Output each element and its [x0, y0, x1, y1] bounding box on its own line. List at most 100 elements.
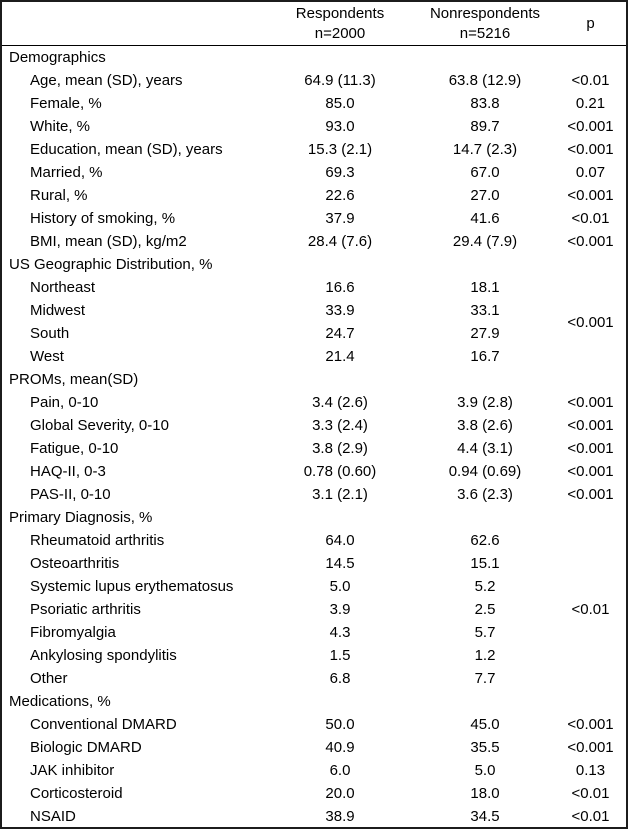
- table-row: Fibromyalgia 4.3 5.7: [2, 621, 626, 644]
- table-row: Northeast 16.6 18.1 <0.001: [2, 276, 626, 331]
- respondents-value: 38.9: [325, 808, 355, 825]
- header-nonrespondents: Nonrespondents n=5216: [415, 2, 555, 46]
- respondents-value: 3.4 (2.6): [312, 394, 368, 411]
- p-value-merged: <0.01: [571, 601, 610, 618]
- p-value: <0.01: [571, 808, 610, 825]
- section-header-row: Primary Diagnosis, %: [2, 506, 626, 529]
- row-label: Pain, 0-10: [30, 394, 99, 411]
- respondents-value: 24.7: [325, 325, 355, 342]
- nonrespondents-value: 83.8: [470, 95, 500, 112]
- table-row: West 21.4 16.7: [2, 345, 626, 368]
- section-header-medications: Medications, %: [9, 693, 111, 710]
- nonrespondents-value: 41.6: [470, 210, 500, 227]
- nonrespondents-value: 35.5: [470, 739, 500, 756]
- respondents-value: 6.8: [329, 670, 351, 687]
- respondents-value: 1.5: [329, 647, 351, 664]
- table-row: NSAID 38.9 34.5 <0.01: [2, 805, 626, 827]
- row-label: NSAID: [30, 808, 76, 825]
- table-row: Rheumatoid arthritis 64.0 62.6 <0.01: [2, 529, 626, 618]
- respondents-value: 4.3: [329, 624, 351, 641]
- p-value: <0.001: [567, 118, 614, 135]
- table-row: Female, % 85.0 83.8 0.21: [2, 92, 626, 115]
- section-header-demographics: Demographics: [9, 49, 106, 66]
- table-row: Pain, 0-10 3.4 (2.6) 3.9 (2.8) <0.001: [2, 391, 626, 414]
- p-value: <0.001: [567, 233, 614, 250]
- nonrespondents-value: 34.5: [470, 808, 500, 825]
- row-label: Fatigue, 0-10: [30, 440, 119, 457]
- respondents-value: 22.6: [325, 187, 355, 204]
- row-label: Rural, %: [30, 187, 88, 204]
- section-header-diagnosis: Primary Diagnosis, %: [9, 509, 153, 526]
- respondents-value: 33.9: [325, 302, 355, 319]
- header-row: Respondents n=2000 Nonrespondents n=5216…: [2, 2, 626, 46]
- table-row: Biologic DMARD 40.9 35.5 <0.001: [2, 736, 626, 759]
- nonrespondents-value: 27.0: [470, 187, 500, 204]
- nonrespondents-value: 18.1: [470, 279, 500, 296]
- row-label: Fibromyalgia: [30, 624, 116, 641]
- row-label: Age, mean (SD), years: [30, 72, 183, 89]
- table-row: JAK inhibitor 6.0 5.0 0.13: [2, 759, 626, 782]
- p-value: <0.001: [567, 716, 614, 733]
- nonrespondents-value: 3.9 (2.8): [457, 394, 513, 411]
- p-value: <0.01: [571, 210, 610, 227]
- respondents-value: 85.0: [325, 95, 355, 112]
- row-label: Corticosteroid: [30, 785, 123, 802]
- header-respondents: Respondents n=2000: [265, 2, 415, 46]
- row-label: Rheumatoid arthritis: [30, 532, 165, 549]
- p-value: <0.01: [571, 785, 610, 802]
- table-row: Education, mean (SD), years 15.3 (2.1) 1…: [2, 138, 626, 161]
- table-row: Psoriatic arthritis 3.9 2.5: [2, 598, 626, 621]
- row-label: JAK inhibitor: [30, 762, 115, 779]
- p-value-merged: <0.001: [567, 313, 614, 331]
- table-row: Corticosteroid 20.0 18.0 <0.01: [2, 782, 626, 805]
- nonrespondents-value: 63.8 (12.9): [448, 72, 522, 89]
- nonrespondents-value: 45.0: [470, 716, 500, 733]
- nonrespondents-value: 27.9: [470, 325, 500, 342]
- table-header: Respondents n=2000 Nonrespondents n=5216…: [2, 2, 626, 46]
- p-value: 0.07: [575, 164, 606, 181]
- p-value: <0.001: [567, 463, 614, 480]
- respondents-value: 0.78 (0.60): [303, 463, 377, 480]
- respondents-value: 3.8 (2.9): [312, 440, 368, 457]
- respondents-value: 20.0: [325, 785, 355, 802]
- respondents-value: 64.9 (11.3): [304, 72, 376, 89]
- table-row: BMI, mean (SD), kg/m2 28.4 (7.6) 29.4 (7…: [2, 230, 626, 253]
- respondents-value: 93.0: [325, 118, 355, 135]
- nonrespondents-value: 33.1: [470, 302, 500, 319]
- table-row: History of smoking, % 37.9 41.6 <0.01: [2, 207, 626, 230]
- row-label: Systemic lupus erythematosus: [30, 578, 234, 595]
- respondents-value: 14.5: [325, 555, 355, 572]
- section-header-geographic: US Geographic Distribution, %: [9, 256, 213, 273]
- respondents-value: 5.0: [329, 578, 351, 595]
- table-row: Osteoarthritis 14.5 15.1: [2, 552, 626, 575]
- respondents-value: 28.4 (7.6): [307, 233, 373, 250]
- table-row: Global Severity, 0-10 3.3 (2.4) 3.8 (2.6…: [2, 414, 626, 437]
- row-label: Psoriatic arthritis: [30, 601, 141, 618]
- respondents-value: 64.0: [325, 532, 355, 549]
- respondents-value: 37.9: [325, 210, 355, 227]
- nonrespondents-value: 67.0: [470, 164, 500, 181]
- header-empty-cell: [2, 2, 265, 46]
- table-row: South 24.7 27.9: [2, 322, 626, 345]
- p-value: 0.21: [575, 95, 606, 112]
- nonrespondents-value: 5.0: [474, 762, 496, 779]
- table-row: Married, % 69.3 67.0 0.07: [2, 161, 626, 184]
- table-row: Midwest 33.9 33.1: [2, 299, 626, 322]
- row-label: HAQ-II, 0-3: [30, 463, 106, 480]
- nonrespondents-value: 5.7: [474, 624, 496, 641]
- row-label: Midwest: [30, 302, 86, 319]
- section-header-row: Demographics: [2, 46, 626, 70]
- p-value: <0.001: [567, 187, 614, 204]
- table-row: Conventional DMARD 50.0 45.0 <0.001: [2, 713, 626, 736]
- respondents-value: 6.0: [329, 762, 351, 779]
- p-value: <0.001: [567, 141, 614, 158]
- header-p: p: [555, 2, 626, 46]
- nonrespondents-value: 62.6: [470, 532, 500, 549]
- respondents-value: 3.1 (2.1): [312, 486, 368, 503]
- respondents-value: 69.3: [325, 164, 355, 181]
- p-value: <0.01: [571, 72, 610, 89]
- nonrespondents-value: 0.94 (0.69): [448, 463, 522, 480]
- row-label: PAS-II, 0-10: [30, 486, 111, 503]
